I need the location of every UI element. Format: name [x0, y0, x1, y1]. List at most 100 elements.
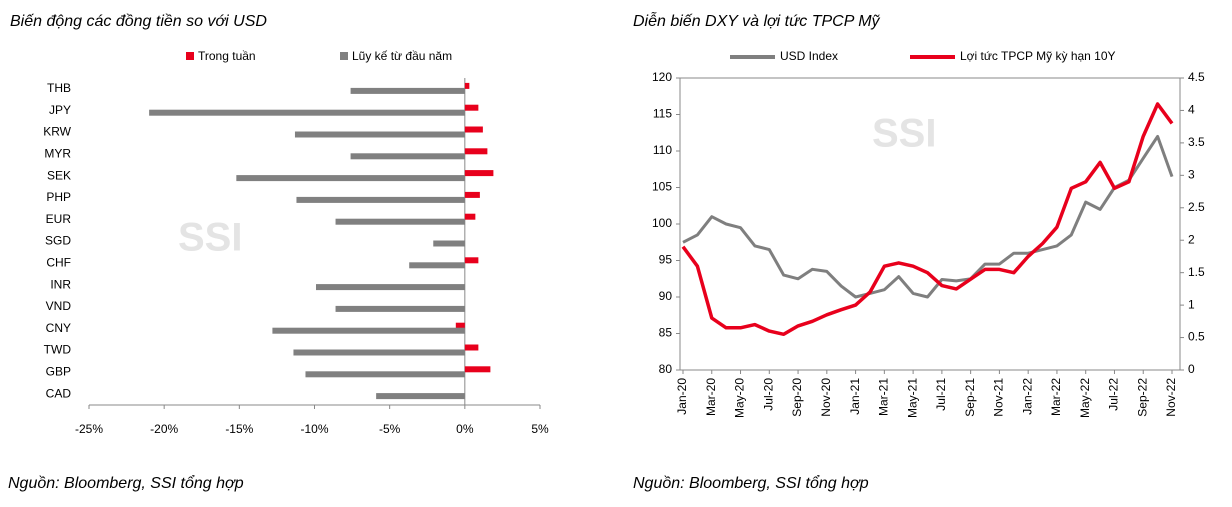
x-tick-label: Sep-21 — [963, 378, 977, 417]
bar — [296, 196, 465, 203]
y-tick-label: EUR — [46, 212, 72, 226]
bar — [464, 126, 483, 133]
bar — [464, 104, 479, 111]
y-tick-label: 110 — [653, 143, 672, 157]
x-tick-label: -10% — [300, 422, 328, 436]
series-line — [681, 102, 1174, 337]
x-tick-label: Jul-21 — [934, 378, 948, 411]
x-tick-label: Mar-20 — [704, 378, 718, 416]
x-tick-label: Jul-22 — [1107, 378, 1121, 411]
bar — [455, 322, 465, 329]
bar — [464, 213, 476, 220]
legend-label: Lũy kế từ đầu năm — [352, 49, 452, 63]
x-tick-label: 0% — [456, 422, 474, 436]
y-tick-label: CNY — [46, 321, 71, 335]
y-tick-label: INR — [50, 277, 71, 291]
source: Nguồn: Bloomberg, SSI tổng hợp — [633, 474, 869, 492]
bar — [350, 153, 465, 160]
y2-tick-label: 4.5 — [1188, 70, 1205, 84]
bar — [464, 344, 479, 351]
legend-label: USD Index — [780, 49, 838, 63]
legend-label: Trong tuần — [198, 49, 256, 63]
bar — [464, 366, 491, 373]
x-tick-label: Jan-20 — [675, 378, 689, 415]
bar — [464, 257, 479, 264]
y2-tick-label: 3 — [1188, 168, 1195, 182]
y-tick-label: 120 — [652, 70, 672, 84]
x-tick-label: May-22 — [1078, 378, 1092, 418]
y-tick-label: GBP — [46, 364, 71, 378]
x-tick-label: Sep-20 — [790, 378, 804, 417]
y-tick-label: MYR — [44, 146, 71, 160]
bar — [236, 175, 465, 182]
bar — [149, 109, 465, 116]
y2-tick-label: 1.5 — [1188, 265, 1205, 279]
chart-title: Biến động các đồng tiền so với USD — [10, 13, 267, 30]
x-tick-label: -20% — [150, 422, 178, 436]
watermark: SSI — [178, 216, 242, 260]
bar — [335, 218, 465, 225]
x-tick-label: Nov-20 — [819, 378, 833, 417]
source: Nguồn: Bloomberg, SSI tổng hợp — [8, 474, 244, 492]
x-tick-label: May-21 — [905, 378, 919, 418]
x-tick-label: Mar-21 — [877, 378, 891, 416]
y2-tick-label: 2.5 — [1188, 200, 1205, 214]
x-tick-label: -15% — [225, 422, 253, 436]
y-tick-label: 100 — [652, 216, 672, 230]
y2-tick-label: 4 — [1188, 103, 1195, 117]
y-tick-label: 115 — [653, 107, 672, 121]
bar — [464, 82, 470, 89]
y-tick-label: KRW — [43, 125, 71, 139]
y2-tick-label: 2 — [1188, 232, 1195, 246]
bar — [294, 131, 465, 138]
y-tick-label: 85 — [659, 326, 673, 340]
y-tick-label: JPY — [49, 103, 71, 117]
legend-swatch — [340, 52, 348, 60]
y2-tick-label: 1 — [1188, 297, 1195, 311]
x-tick-label: Sep-22 — [1135, 378, 1149, 417]
x-tick-label: 5% — [531, 422, 549, 436]
bar — [464, 170, 494, 177]
bar — [350, 87, 465, 94]
x-tick-label: Nov-22 — [1164, 378, 1178, 417]
y-tick-label: CHF — [46, 255, 71, 269]
x-tick-label: Jan-21 — [848, 378, 862, 415]
y2-tick-label: 0 — [1188, 362, 1195, 376]
x-tick-label: Nov-21 — [992, 378, 1006, 417]
chart-title: Diễn biến DXY và lợi tức TPCP Mỹ — [633, 11, 881, 30]
x-tick-label: May-20 — [733, 378, 747, 418]
bar — [464, 148, 488, 155]
y-tick-label: TWD — [44, 343, 72, 357]
y-tick-label: VND — [46, 299, 72, 313]
y-tick-label: PHP — [46, 190, 71, 204]
y-tick-label: 80 — [659, 362, 673, 376]
watermark: SSI — [872, 112, 936, 156]
x-tick-label: -25% — [75, 422, 103, 436]
y-tick-label: 90 — [659, 289, 673, 303]
y-tick-label: SEK — [47, 168, 71, 182]
bar — [433, 240, 465, 247]
y-tick-label: CAD — [46, 386, 72, 400]
bar — [305, 371, 465, 378]
x-tick-label: Jan-22 — [1020, 378, 1034, 415]
bar — [272, 327, 465, 334]
bar — [409, 262, 465, 269]
y-tick-label: 95 — [659, 253, 673, 267]
x-tick-label: Jul-20 — [761, 378, 775, 411]
legend-swatch — [186, 52, 194, 60]
x-tick-label: Mar-22 — [1049, 378, 1063, 416]
x-tick-label: -5% — [379, 422, 401, 436]
y2-tick-label: 3.5 — [1188, 135, 1205, 149]
bar — [335, 305, 465, 312]
bar — [293, 349, 465, 356]
y2-tick-label: 0.5 — [1188, 330, 1205, 344]
bar — [316, 284, 465, 291]
y-tick-label: THB — [47, 81, 71, 95]
series-line — [682, 134, 1174, 299]
bar — [464, 191, 480, 198]
y-tick-label: 105 — [652, 180, 672, 194]
y-tick-label: SGD — [45, 234, 71, 248]
bar — [376, 393, 465, 400]
legend-label: Lợi tức TPCP Mỹ kỳ hạn 10Y — [960, 49, 1116, 63]
